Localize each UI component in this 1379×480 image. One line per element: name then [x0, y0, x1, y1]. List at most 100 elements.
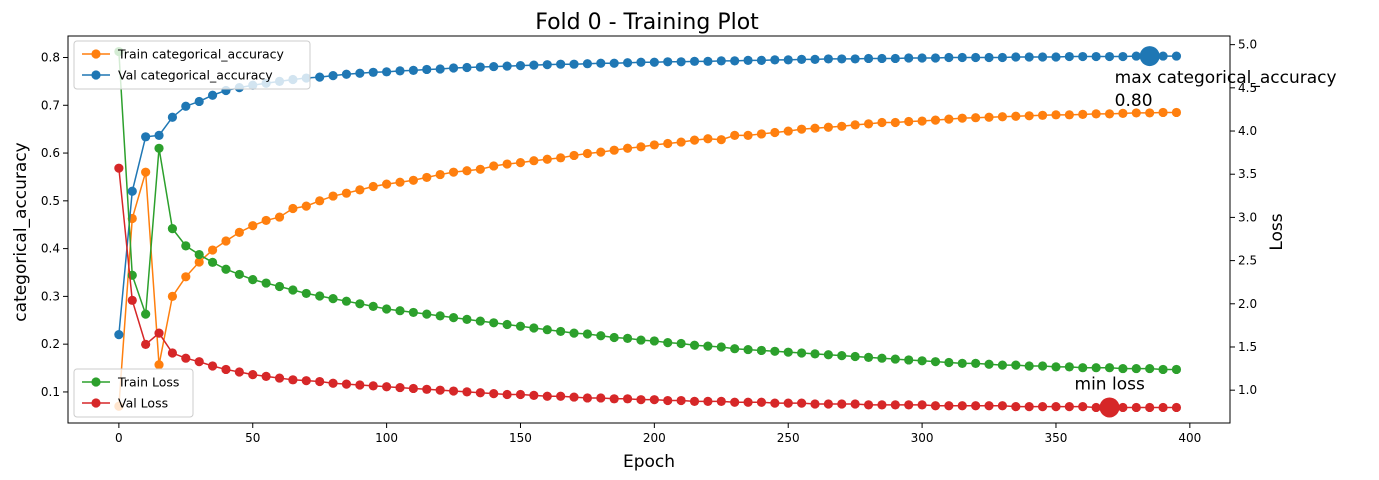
data-point — [743, 397, 753, 407]
data-point — [649, 395, 659, 405]
data-point — [957, 52, 967, 63]
data-point — [703, 134, 713, 144]
data-point — [1104, 363, 1115, 373]
min-loss-marker — [1099, 397, 1120, 418]
data-point — [395, 177, 405, 187]
data-point — [810, 123, 820, 133]
data-point — [395, 382, 405, 393]
y-left-tick-label: 0.7 — [41, 98, 60, 112]
axes: 0 50 100 150 200 250 300 350 400 0.1 0.2 0.3 0.4 0.5 0… — [41, 35, 1257, 445]
data-point — [582, 393, 593, 403]
data-point — [823, 350, 833, 360]
data-point — [877, 353, 887, 363]
data-point — [435, 311, 445, 321]
y-right-axis-title: Loss — [1267, 213, 1287, 250]
data-point — [596, 331, 606, 341]
data-point — [730, 397, 740, 407]
data-point — [502, 159, 512, 169]
data-point — [569, 392, 579, 402]
data-point — [515, 61, 526, 71]
data-point — [1131, 402, 1141, 413]
data-point — [341, 188, 352, 198]
data-point — [971, 52, 981, 63]
data-point — [529, 60, 539, 70]
data-point — [837, 399, 847, 409]
data-point — [341, 296, 352, 306]
data-point — [1064, 362, 1074, 372]
data-point — [676, 338, 686, 349]
data-point — [636, 57, 646, 67]
data-point — [556, 59, 566, 69]
data-point — [395, 66, 405, 76]
data-point — [756, 345, 767, 356]
data-point — [435, 169, 445, 180]
data-point — [382, 179, 392, 189]
data-point — [529, 390, 539, 400]
data-point — [315, 196, 325, 206]
data-point — [582, 148, 593, 159]
data-point — [261, 371, 271, 381]
data-point — [221, 364, 231, 375]
data-point — [609, 394, 619, 404]
legend-lower-left: Train Loss Val Loss — [73, 368, 194, 418]
data-point — [1091, 402, 1101, 413]
data-point — [408, 65, 418, 75]
data-point — [984, 112, 994, 122]
data-point — [984, 401, 994, 411]
data-point — [997, 52, 1008, 63]
data-point — [770, 55, 780, 65]
data-point — [341, 69, 352, 79]
data-point — [462, 62, 472, 73]
data-point — [850, 54, 860, 64]
legend-swatch-marker — [91, 70, 101, 80]
data-point — [127, 186, 137, 196]
data-point — [1051, 401, 1061, 412]
data-point — [944, 114, 954, 124]
data-point — [448, 63, 459, 73]
data-point — [1145, 402, 1155, 413]
data-point — [489, 389, 499, 399]
data-point — [783, 347, 793, 357]
data-point — [368, 301, 378, 311]
y-left-tick-label: 0.3 — [41, 289, 60, 303]
data-point — [261, 215, 271, 226]
x-tick-label: 100 — [375, 431, 398, 445]
x-tick-label: 250 — [777, 431, 800, 445]
data-point — [863, 352, 874, 362]
data-point — [703, 396, 713, 406]
data-point — [328, 294, 338, 304]
data-point — [315, 376, 325, 387]
data-point — [622, 333, 633, 343]
data-point — [154, 130, 164, 140]
data-point — [797, 398, 807, 408]
data-point — [448, 167, 459, 177]
data-point — [529, 156, 539, 166]
data-point — [703, 341, 713, 351]
y-left-tick-label: 0.5 — [41, 194, 60, 208]
data-point — [676, 395, 686, 406]
data-point — [703, 56, 713, 66]
data-point — [408, 383, 418, 394]
data-point — [234, 269, 244, 280]
max-accuracy-value: 0.80 — [1115, 91, 1153, 111]
data-point — [609, 58, 619, 68]
data-point — [288, 375, 298, 385]
data-point — [930, 357, 941, 367]
data-point — [649, 336, 659, 346]
data-point — [997, 360, 1008, 370]
data-point — [207, 245, 218, 255]
legend-box — [73, 40, 311, 90]
data-point — [1051, 52, 1061, 62]
data-point — [181, 101, 191, 111]
y-right-tick-label: 2.5 — [1238, 254, 1257, 268]
data-point — [515, 158, 526, 168]
data-point — [609, 145, 619, 155]
data-point — [622, 143, 633, 153]
data-point — [797, 348, 807, 358]
data-point — [716, 135, 726, 145]
data-point — [328, 378, 338, 388]
data-point — [904, 355, 914, 365]
data-point — [890, 400, 900, 410]
legend-entry-label: Val Loss — [118, 396, 168, 411]
